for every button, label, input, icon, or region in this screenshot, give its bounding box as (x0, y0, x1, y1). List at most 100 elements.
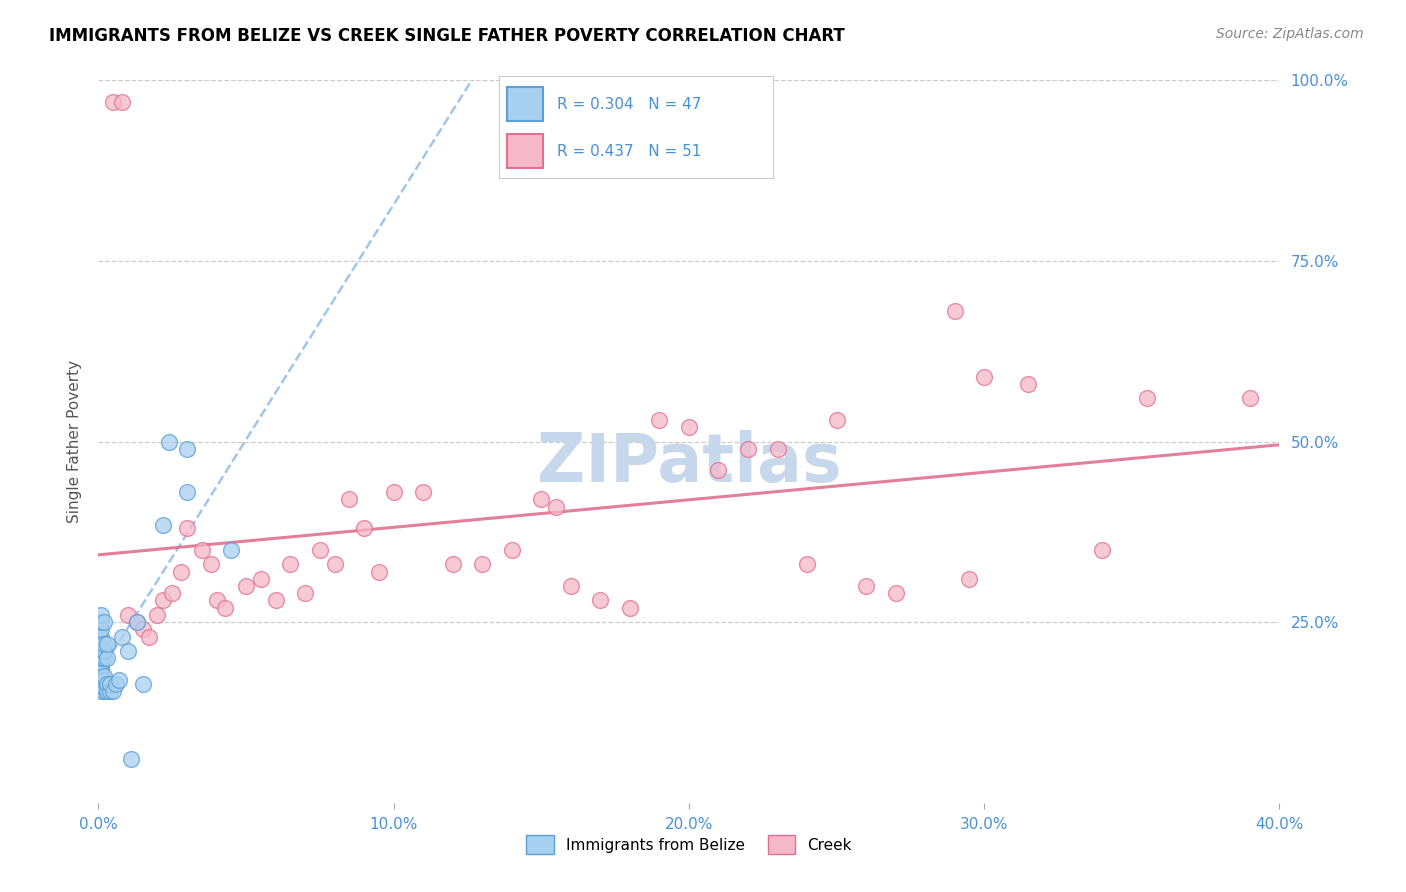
Point (103, 683, 125, 698)
Point (125, 615, 148, 630)
Point (93, 615, 115, 630)
Point (90, 658, 112, 673)
Point (170, 565, 193, 579)
Point (105, 676, 128, 690)
Point (162, 586, 183, 600)
Point (501, 542, 523, 557)
Y-axis label: Single Father Poverty: Single Father Poverty (66, 360, 82, 523)
Point (825, 413, 848, 427)
Point (471, 558, 494, 572)
Point (90, 623, 112, 637)
Point (678, 420, 700, 434)
Point (309, 542, 332, 557)
Point (530, 492, 553, 507)
Point (323, 558, 346, 572)
Point (737, 442, 759, 456)
Point (1136, 391, 1159, 405)
Point (90, 673, 112, 687)
Text: Source: ZipAtlas.com: Source: ZipAtlas.com (1216, 27, 1364, 41)
Text: R = 0.437   N = 51: R = 0.437 N = 51 (557, 144, 702, 159)
Point (90, 665, 112, 680)
Point (90, 633, 112, 648)
Point (294, 586, 316, 600)
Point (250, 572, 273, 586)
Point (368, 565, 391, 579)
Point (221, 542, 243, 557)
Point (90, 669, 112, 683)
Point (90, 683, 112, 698)
Point (214, 600, 236, 615)
Point (90, 637, 112, 651)
Point (108, 673, 131, 687)
Point (191, 542, 214, 557)
Point (152, 517, 174, 532)
Point (157, 434, 180, 449)
Point (280, 558, 302, 572)
Point (132, 623, 155, 637)
Point (943, 304, 966, 318)
Point (959, 572, 981, 586)
Point (973, 369, 995, 384)
Point (412, 485, 434, 500)
Point (90, 607, 112, 622)
Point (382, 485, 405, 500)
Point (93, 683, 115, 698)
Point (90, 662, 112, 676)
Point (90, 630, 112, 644)
Point (176, 521, 198, 535)
Point (619, 600, 641, 615)
Point (93, 669, 115, 683)
Point (90, 644, 112, 658)
Point (146, 607, 169, 622)
Point (93, 673, 115, 687)
Point (176, 442, 198, 456)
Point (96, 637, 118, 651)
Point (125, 615, 148, 630)
Point (200, 558, 222, 572)
Point (766, 442, 789, 456)
Point (90, 669, 112, 683)
Text: IMMIGRANTS FROM BELIZE VS CREEK SINGLE FATHER POVERTY CORRELATION CHART: IMMIGRANTS FROM BELIZE VS CREEK SINGLE F… (49, 27, 845, 45)
Point (96, 683, 118, 698)
Point (90, 680, 112, 694)
Point (96, 676, 118, 690)
Point (93, 637, 115, 651)
Point (90, 615, 112, 630)
Point (90, 640, 112, 655)
Point (117, 607, 139, 622)
Point (98, 676, 121, 690)
Point (441, 558, 464, 572)
Point (707, 463, 730, 477)
Point (353, 521, 375, 535)
Point (546, 500, 568, 514)
FancyBboxPatch shape (508, 135, 543, 168)
Point (103, 95, 125, 109)
Point (1239, 391, 1261, 405)
Point (235, 579, 257, 593)
Point (90, 676, 112, 690)
FancyBboxPatch shape (508, 87, 543, 121)
Point (90, 651, 112, 665)
Text: R = 0.304   N = 47: R = 0.304 N = 47 (557, 96, 702, 112)
Point (205, 593, 228, 607)
Point (648, 413, 671, 427)
Point (93, 680, 115, 694)
Point (117, 644, 139, 658)
Point (90, 655, 112, 669)
Point (111, 630, 134, 644)
Point (98, 683, 121, 698)
Text: ZIPatlas: ZIPatlas (537, 430, 841, 496)
Legend: Immigrants from Belize, Creek: Immigrants from Belize, Creek (520, 830, 858, 860)
Point (339, 492, 361, 507)
Point (93, 644, 115, 658)
Point (132, 676, 155, 690)
Point (589, 593, 612, 607)
Point (93, 651, 115, 665)
Point (855, 579, 877, 593)
Point (120, 752, 142, 766)
Point (152, 593, 174, 607)
Point (884, 586, 907, 600)
Point (90, 648, 112, 662)
Point (1091, 542, 1114, 557)
Point (138, 630, 160, 644)
